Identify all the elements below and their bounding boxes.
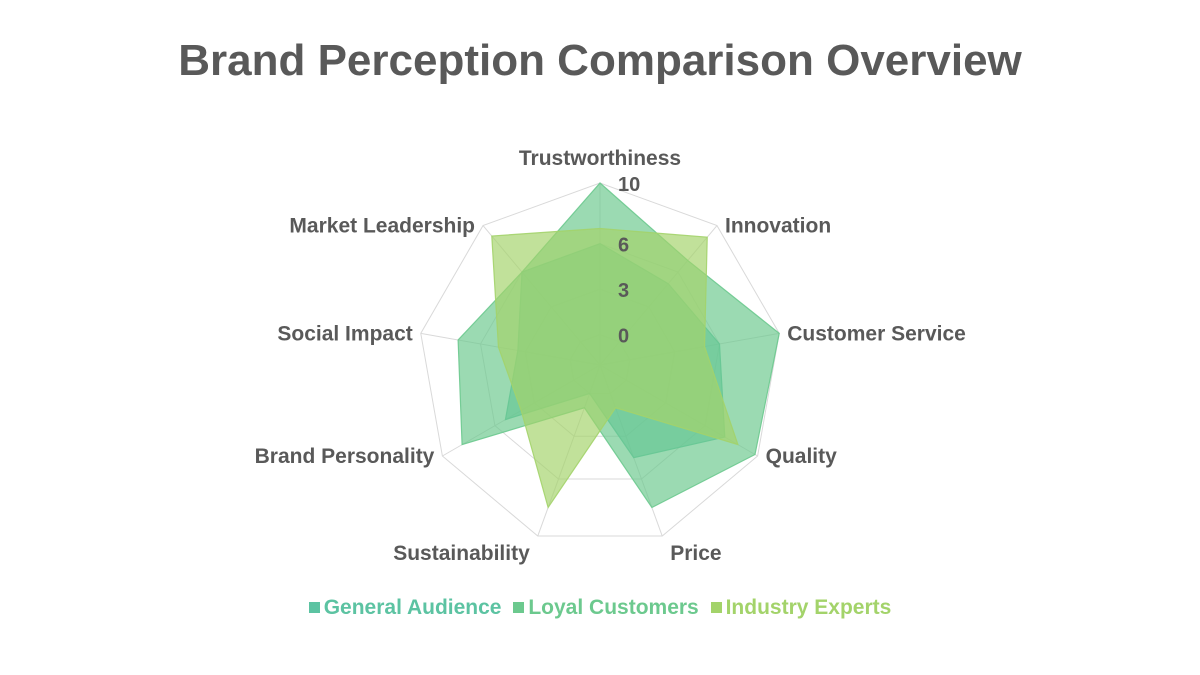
axis-label-brand-personality: Brand Personality xyxy=(255,445,435,468)
tick-label: 0 xyxy=(618,326,629,348)
axis-label-quality: Quality xyxy=(766,445,838,468)
legend-swatch xyxy=(513,602,525,613)
tick-label: 10 xyxy=(618,174,640,196)
legend-item-general-audience[interactable]: General Audience xyxy=(308,596,502,620)
axis-label-social-impact: Social Impact xyxy=(277,322,412,345)
legend-item-industry-experts[interactable]: Industry Experts xyxy=(710,596,892,620)
legend-label: Loyal Customers xyxy=(528,596,699,619)
axis-label-price: Price xyxy=(670,542,721,565)
grid-ring xyxy=(420,182,780,537)
legend-item-loyal-customers[interactable]: Loyal Customers xyxy=(513,596,699,620)
axis-labels: Trustworthiness Innovation Customer Servic… xyxy=(255,147,966,565)
radial-tick-labels: 0 3 6 10 xyxy=(618,174,640,348)
legend-swatch xyxy=(308,602,320,613)
axis-label-sustainability: Sustainability xyxy=(393,542,530,565)
axis-label-innovation: Innovation xyxy=(725,215,831,238)
axis-label-customer-service: Customer Service xyxy=(787,322,966,345)
radar-series xyxy=(457,182,780,509)
axis-label-market-leadership: Market Leadership xyxy=(289,215,475,238)
axis-label-trustworthiness: Trustworthiness xyxy=(519,147,681,170)
legend: General Audience Loyal Customers Industr… xyxy=(0,596,1200,620)
tick-label: 3 xyxy=(618,280,629,302)
series-industry-experts xyxy=(491,227,739,509)
chart-title: Brand Perception Comparison Overview xyxy=(178,36,1022,85)
legend-label: General Audience xyxy=(323,596,502,619)
legend-label: Industry Experts xyxy=(725,596,892,619)
legend-swatch xyxy=(710,602,722,613)
tick-label: 6 xyxy=(618,235,629,257)
